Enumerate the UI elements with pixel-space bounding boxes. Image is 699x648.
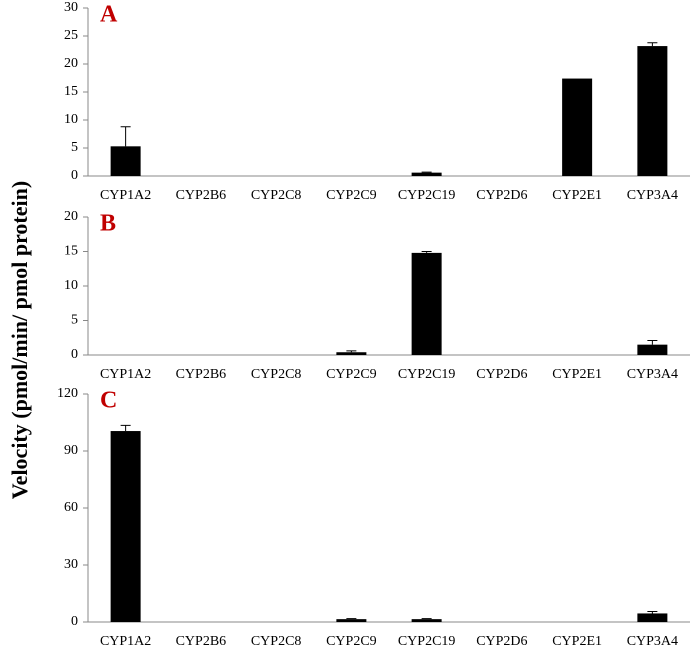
x-tick-label: CYP1A2 bbox=[100, 367, 151, 382]
bar bbox=[637, 613, 668, 622]
bar bbox=[411, 619, 442, 622]
error-bar bbox=[421, 618, 432, 620]
x-tick-label: CYP2C9 bbox=[326, 367, 377, 382]
x-tick-label: CYP2D6 bbox=[476, 367, 527, 382]
bar bbox=[637, 46, 668, 176]
panel-label: A bbox=[100, 2, 118, 28]
bar bbox=[336, 619, 367, 622]
y-tick-label: 15 bbox=[64, 84, 78, 99]
x-tick-label: CYP3A4 bbox=[627, 634, 678, 648]
x-tick-label: CYP2C9 bbox=[326, 188, 377, 203]
panel-label: C bbox=[100, 388, 117, 414]
error-bar bbox=[346, 618, 357, 620]
x-tick-label: CYP1A2 bbox=[100, 634, 151, 648]
y-tick-label: 5 bbox=[71, 313, 78, 328]
y-tick-label: 0 bbox=[71, 614, 78, 629]
x-tick-label: CYP2C8 bbox=[251, 634, 302, 648]
x-tick-label: CYP2B6 bbox=[176, 188, 227, 203]
error-bar bbox=[421, 251, 432, 253]
x-tick-label: CYP2C8 bbox=[251, 367, 302, 382]
x-tick-label: CYP2C19 bbox=[398, 367, 456, 382]
y-tick-label: 20 bbox=[64, 209, 78, 224]
panel-label: B bbox=[100, 211, 116, 237]
x-tick-label: CYP2B6 bbox=[176, 634, 227, 648]
y-tick-label: 60 bbox=[64, 500, 78, 515]
x-tick-label: CYP2C19 bbox=[398, 634, 456, 648]
y-tick-label: 10 bbox=[64, 278, 78, 293]
y-tick-label: 0 bbox=[71, 347, 78, 362]
bar bbox=[411, 172, 442, 176]
bar bbox=[110, 431, 141, 622]
x-tick-label: CYP2E1 bbox=[552, 634, 602, 648]
error-bar bbox=[421, 171, 432, 173]
x-tick-label: CYP2E1 bbox=[552, 188, 602, 203]
y-tick-label: 20 bbox=[64, 56, 78, 71]
y-tick-label: 30 bbox=[64, 557, 78, 572]
x-tick-label: CYP2B6 bbox=[176, 367, 227, 382]
y-tick-label: 15 bbox=[64, 244, 78, 259]
error-bar bbox=[647, 340, 658, 345]
error-bar bbox=[120, 126, 131, 147]
bar bbox=[336, 352, 367, 355]
y-tick-label: 10 bbox=[64, 112, 78, 127]
x-tick-label: CYP2C8 bbox=[251, 188, 302, 203]
y-tick-label: 30 bbox=[64, 0, 78, 15]
y-tick-label: 25 bbox=[64, 28, 78, 43]
x-tick-label: CYP2C9 bbox=[326, 634, 377, 648]
error-bar bbox=[120, 424, 131, 432]
x-tick-label: CYP2D6 bbox=[476, 188, 527, 203]
y-tick-label: 90 bbox=[64, 443, 78, 458]
x-tick-label: CYP2D6 bbox=[476, 634, 527, 648]
bar bbox=[110, 146, 141, 176]
error-bar bbox=[647, 42, 658, 47]
y-tick-label: 0 bbox=[71, 168, 78, 183]
y-tick-label: 5 bbox=[71, 140, 78, 155]
bar bbox=[411, 252, 442, 355]
x-tick-label: CYP3A4 bbox=[627, 188, 678, 203]
y-tick-label: 120 bbox=[57, 386, 78, 401]
x-tick-label: CYP2C19 bbox=[398, 188, 456, 203]
x-tick-label: CYP1A2 bbox=[100, 188, 151, 203]
bar bbox=[637, 344, 668, 355]
x-tick-label: CYP2E1 bbox=[552, 367, 602, 382]
error-bar bbox=[647, 611, 658, 614]
bar bbox=[562, 78, 593, 176]
x-tick-label: CYP3A4 bbox=[627, 367, 678, 382]
error-bar bbox=[346, 350, 357, 353]
y-axis-label: Velocity (pmol/min/ pmol protein) bbox=[7, 181, 32, 499]
